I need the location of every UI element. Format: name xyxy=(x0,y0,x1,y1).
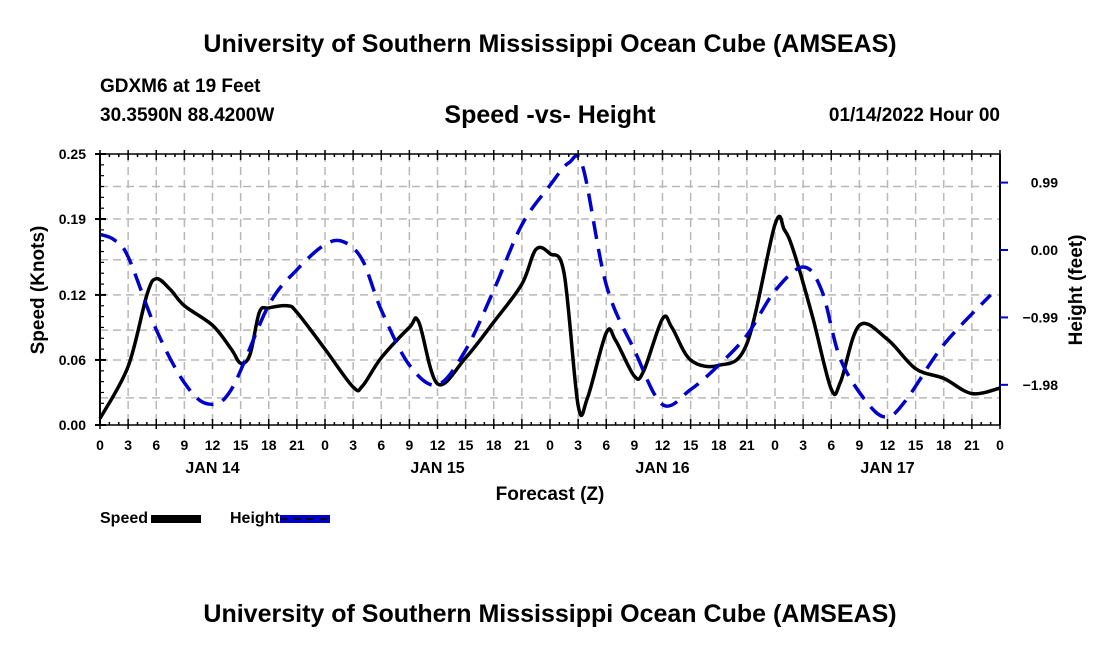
x-tick-label: 15 xyxy=(683,437,699,453)
x-tick-label: 9 xyxy=(180,437,188,453)
legend-height-swatch xyxy=(279,515,330,523)
y-tick-label: 0.06 xyxy=(59,352,86,368)
y2-tick-label: 0.00 xyxy=(1031,242,1058,258)
date-label: JAN 14 xyxy=(185,460,239,477)
x-tick-label: 21 xyxy=(289,437,305,453)
x-tick-label: 12 xyxy=(430,437,446,453)
legend-speed-swatch xyxy=(151,515,202,523)
x-tick-label: 12 xyxy=(880,437,896,453)
x-tick-label: 18 xyxy=(936,437,952,453)
footer-title: University of Southern Mississippi Ocean… xyxy=(203,600,897,628)
axis-labels: 0 3 6 9 12 15 18 21 0 3 6 9 12 15 18 21 0 3 6 9 12 15 18 21 0 3 6 9… xyxy=(59,146,1058,477)
run-time-label: 01/14/2022 Hour 00 xyxy=(828,105,1000,126)
x-tick-label: 18 xyxy=(486,437,502,453)
x-tick-label: 3 xyxy=(574,437,582,453)
x-tick-label: 9 xyxy=(630,437,638,453)
legend-height: Height xyxy=(230,510,330,528)
y2-axis-title: Height (feet) xyxy=(1066,235,1087,346)
y-tick-label: 0.19 xyxy=(59,211,86,227)
y2-tick-label: −1.98 xyxy=(1023,377,1059,393)
x-tick-label: 18 xyxy=(261,437,277,453)
date-label: JAN 15 xyxy=(410,460,464,477)
x-tick-label: 0 xyxy=(771,437,779,453)
x-tick-label: 0 xyxy=(996,437,1004,453)
x-tick-label: 6 xyxy=(152,437,160,453)
y-tick-label: 0.25 xyxy=(59,146,86,162)
y-tick-label: 0.12 xyxy=(59,287,86,303)
x-tick-label: 9 xyxy=(855,437,863,453)
x-tick-label: 12 xyxy=(205,437,221,453)
x-tick-label: 6 xyxy=(377,437,385,453)
date-label: JAN 16 xyxy=(635,460,689,477)
x-tick-label: 0 xyxy=(546,437,554,453)
x-tick-label: 9 xyxy=(405,437,413,453)
x-tick-label: 6 xyxy=(602,437,610,453)
x-tick-label: 21 xyxy=(964,437,980,453)
x-tick-label: 21 xyxy=(739,437,755,453)
x-tick-label: 15 xyxy=(458,437,474,453)
x-tick-label: 3 xyxy=(799,437,807,453)
x-tick-label: 15 xyxy=(233,437,249,453)
y-tick-label: 0.00 xyxy=(59,417,86,433)
date-label: JAN 17 xyxy=(860,460,914,477)
x-tick-label: 18 xyxy=(711,437,727,453)
axes xyxy=(95,150,1008,429)
legend-speed-label: Speed xyxy=(100,510,149,527)
series-line-height xyxy=(99,154,992,419)
grid-lines xyxy=(100,154,1000,425)
x-tick-label: 0 xyxy=(96,437,104,453)
y2-tick-label: −0.99 xyxy=(1023,309,1059,325)
x-tick-label: 21 xyxy=(514,437,530,453)
x-axis-title: Forecast (Z) xyxy=(496,484,605,505)
chart-subtitle: Speed -vs- Height xyxy=(444,101,656,129)
x-tick-label: 12 xyxy=(655,437,671,453)
y-axis-title: Speed (Knots) xyxy=(28,226,49,355)
x-tick-label: 15 xyxy=(908,437,924,453)
x-tick-label: 3 xyxy=(124,437,132,453)
main-title: University of Southern Mississippi Ocean… xyxy=(203,30,897,58)
legend-speed: Speed xyxy=(100,510,202,528)
x-tick-label: 3 xyxy=(349,437,357,453)
legend-height-label: Height xyxy=(230,510,280,527)
station-label: GDXM6 at 19 Feet xyxy=(100,76,261,97)
series-layer xyxy=(98,154,1001,420)
x-tick-label: 0 xyxy=(321,437,329,453)
y2-tick-label: 0.99 xyxy=(1031,175,1058,191)
x-tick-label: 6 xyxy=(827,437,835,453)
coordinates-label: 30.3590N 88.4200W xyxy=(100,105,275,126)
